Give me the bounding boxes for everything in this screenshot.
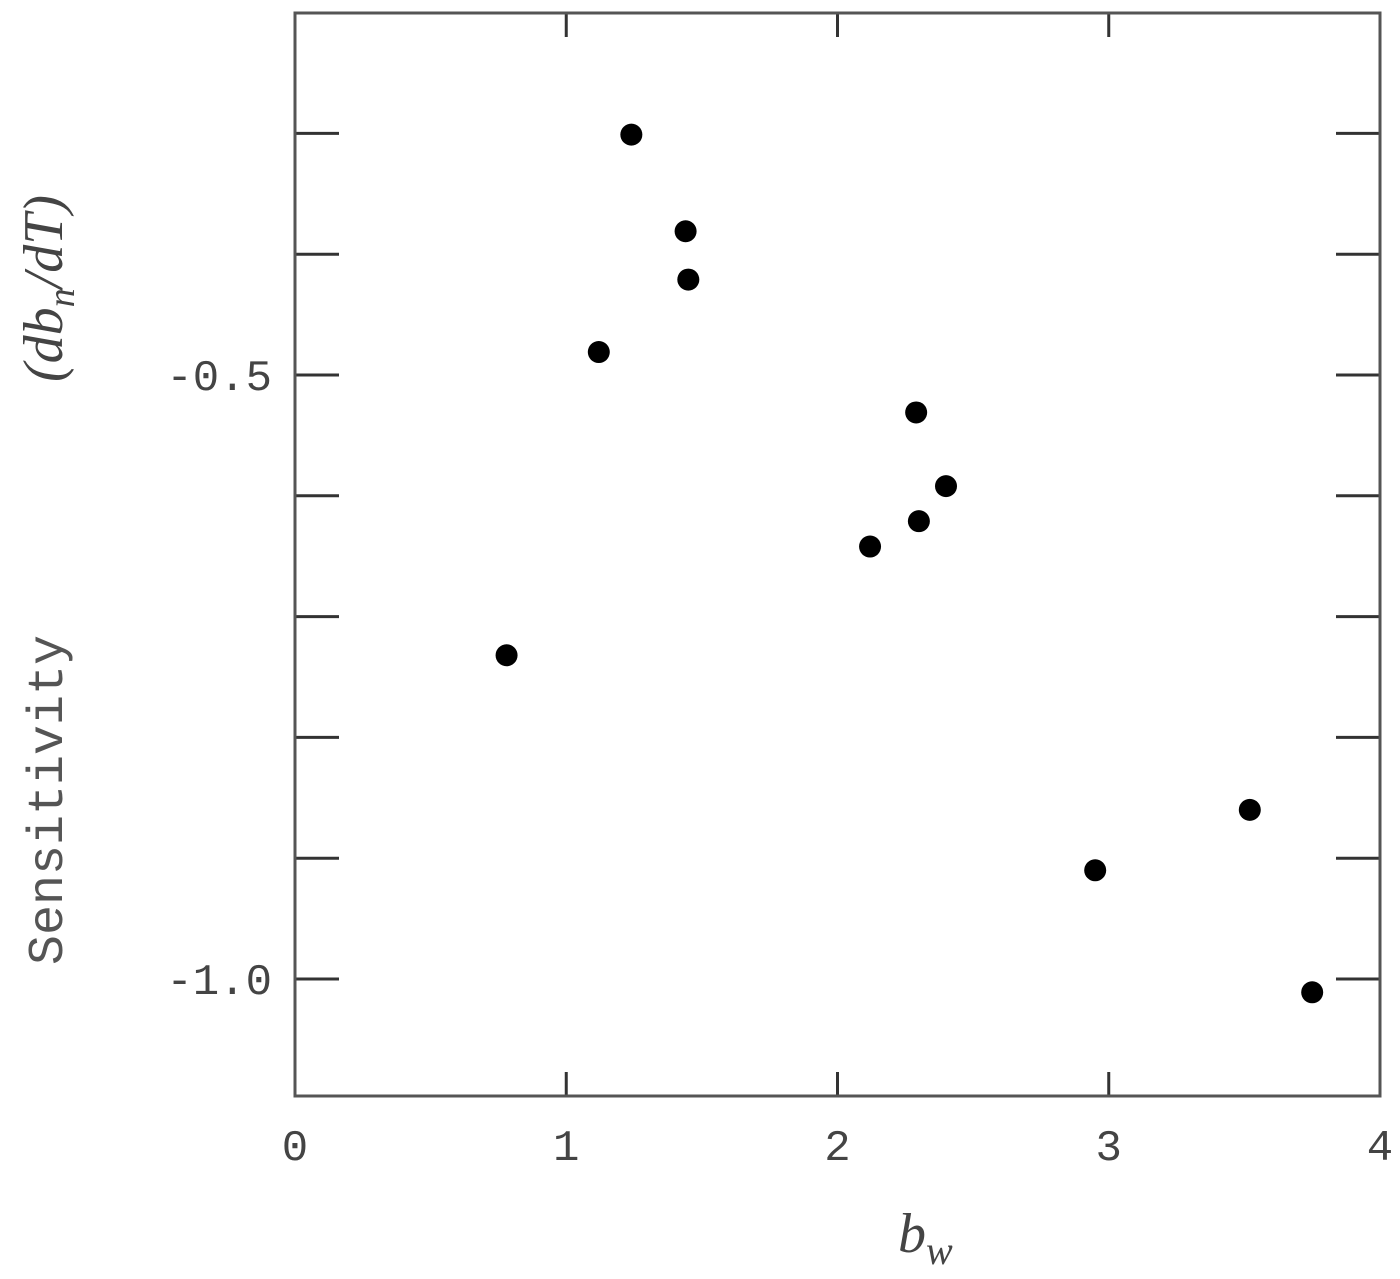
data-point [677, 268, 700, 291]
axis-ticks [295, 13, 1380, 1096]
data-point [620, 123, 643, 146]
data-points [495, 123, 1324, 1004]
y-axis-title: Sensitivity [21, 635, 78, 965]
data-point [495, 644, 518, 667]
x-tick-label: 0 [282, 1124, 308, 1174]
x-tick-label: 3 [1096, 1124, 1122, 1174]
x-tick-label: 4 [1367, 1124, 1393, 1174]
axis-tick-labels: 0 1 2 3 4 -1.0 -0.5 [166, 354, 1393, 1174]
y-tick-label: -0.5 [166, 354, 272, 404]
data-point [1301, 981, 1324, 1004]
plot-frame [293, 11, 1382, 1098]
x-axis-title: bw [898, 1203, 953, 1273]
x-tick-label: 1 [553, 1124, 579, 1174]
data-point [907, 510, 930, 533]
x-tick-label: 2 [824, 1124, 850, 1174]
data-point [674, 220, 697, 243]
data-point [935, 475, 957, 498]
y-axis-title-expression: (dbn/dT) [13, 195, 83, 382]
data-point [587, 341, 610, 364]
data-point [859, 535, 882, 558]
data-point [1084, 859, 1107, 882]
data-point [905, 401, 928, 424]
y-tick-label: -1.0 [166, 958, 272, 1008]
data-point [1238, 798, 1261, 821]
